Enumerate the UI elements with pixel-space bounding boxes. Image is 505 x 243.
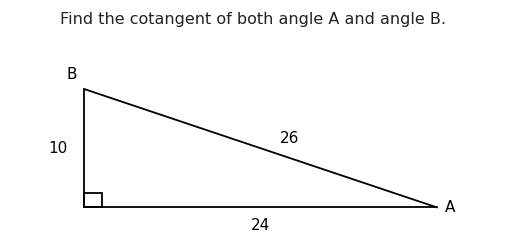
Text: Find the cotangent of both angle A and angle B.: Find the cotangent of both angle A and a… <box>60 12 445 27</box>
Text: 24: 24 <box>250 218 270 233</box>
Text: 10: 10 <box>48 141 67 156</box>
Bar <box>84 193 102 208</box>
Text: B: B <box>66 67 77 82</box>
Text: 26: 26 <box>280 131 299 146</box>
Text: A: A <box>443 200 454 215</box>
